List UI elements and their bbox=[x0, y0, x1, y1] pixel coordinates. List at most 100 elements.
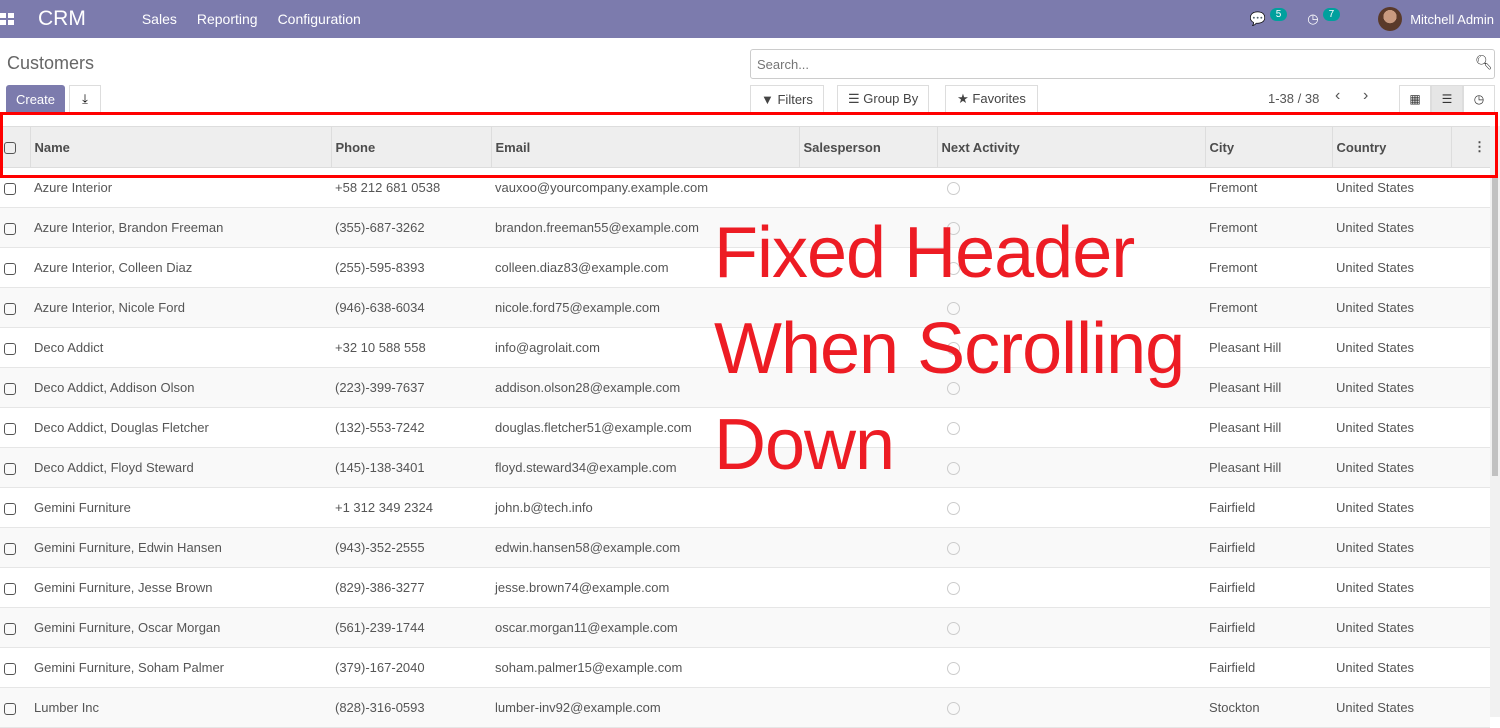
cell-city: Fremont bbox=[1205, 247, 1332, 288]
cell-email: addison.olson28@example.com bbox=[491, 367, 799, 408]
row-checkbox[interactable] bbox=[4, 502, 16, 515]
menu-sales[interactable]: Sales bbox=[141, 11, 177, 27]
clock-icon[interactable] bbox=[947, 662, 960, 676]
list-view-button[interactable]: ☰ bbox=[1431, 85, 1463, 113]
download-button[interactable]: ⤓ bbox=[69, 85, 101, 113]
clock-icon[interactable] bbox=[947, 502, 960, 516]
user-name[interactable]: Mitchell Admin bbox=[1410, 11, 1494, 27]
row-checkbox[interactable] bbox=[4, 222, 16, 235]
cell-empty bbox=[1451, 607, 1490, 648]
row-checkbox[interactable] bbox=[4, 302, 16, 315]
cell-city: Pleasant Hill bbox=[1205, 407, 1332, 448]
clock-icon[interactable] bbox=[947, 422, 960, 436]
row-checkbox[interactable] bbox=[4, 542, 16, 555]
pager-next-icon[interactable]: › bbox=[1363, 87, 1369, 104]
table-row[interactable]: Azure Interior, Nicole Ford (946)-638-603… bbox=[0, 287, 1490, 328]
top-navbar: CRM Sales Reporting Configuration 💬 5 ◷ … bbox=[0, 0, 1500, 38]
cell-email: jesse.brown74@example.com bbox=[491, 567, 799, 608]
cell-country: United States bbox=[1332, 607, 1451, 648]
table-row[interactable]: Deco Addict +32 10 588 558 info@agrolait.c… bbox=[0, 327, 1490, 368]
search-input[interactable] bbox=[750, 49, 1495, 79]
table-row[interactable]: Gemini Furniture, Soham Palmer (379)-167-… bbox=[0, 647, 1490, 688]
column-header-city[interactable]: City bbox=[1204, 126, 1332, 168]
clock-icon[interactable] bbox=[947, 382, 960, 396]
table-row[interactable]: Gemini Furniture, Jesse Brown (829)-386-3… bbox=[0, 567, 1490, 608]
cell-salesperson bbox=[799, 447, 937, 488]
filters-button[interactable]: ▼ Filters bbox=[750, 85, 824, 113]
cell-name: Deco Addict bbox=[30, 327, 331, 368]
clock-icon[interactable] bbox=[947, 622, 960, 636]
cell-name: Deco Addict, Addison Olson bbox=[30, 367, 331, 408]
row-checkbox[interactable] bbox=[4, 462, 16, 475]
kanban-view-button[interactable]: ▦ bbox=[1399, 85, 1431, 113]
table-row[interactable]: Azure Interior, Brandon Freeman (355)-687… bbox=[0, 207, 1490, 248]
group-by-button[interactable]: ☰ Group By bbox=[837, 85, 930, 113]
clock-icon[interactable] bbox=[947, 262, 960, 276]
cell-salesperson bbox=[799, 527, 937, 568]
row-checkbox[interactable] bbox=[4, 382, 16, 395]
cell-city: Pleasant Hill bbox=[1205, 447, 1332, 488]
cell-email: john.b@tech.info bbox=[491, 487, 799, 528]
scrollbar-thumb[interactable] bbox=[1492, 176, 1498, 476]
cell-email: oscar.morgan11@example.com bbox=[491, 607, 799, 648]
clock-icon[interactable] bbox=[947, 222, 960, 236]
select-all-checkbox[interactable] bbox=[4, 142, 16, 155]
column-header-next-activity[interactable]: Next Activity bbox=[936, 126, 1205, 168]
avatar[interactable] bbox=[1378, 7, 1403, 31]
column-header-salesperson[interactable]: Salesperson bbox=[798, 126, 937, 168]
cell-country: United States bbox=[1332, 247, 1451, 288]
cell-country: United States bbox=[1332, 367, 1451, 408]
column-header-country[interactable]: Country bbox=[1331, 126, 1451, 168]
cell-phone: (223)-399-7637 bbox=[331, 367, 491, 408]
search-icon[interactable]: 🔍︎ bbox=[1475, 54, 1493, 70]
menu-configuration[interactable]: Configuration bbox=[277, 11, 361, 27]
messages-icon[interactable]: 💬 bbox=[1249, 11, 1266, 26]
table-row[interactable]: Gemini Furniture, Oscar Morgan (561)-239-… bbox=[0, 607, 1490, 648]
clock-icon[interactable] bbox=[947, 582, 960, 596]
row-checkbox[interactable] bbox=[4, 702, 16, 715]
apps-menu-icon[interactable] bbox=[0, 13, 14, 25]
row-checkbox[interactable] bbox=[4, 422, 16, 435]
column-header-name[interactable]: Name bbox=[29, 126, 331, 168]
column-header-phone[interactable]: Phone bbox=[330, 126, 491, 168]
clock-icon[interactable] bbox=[947, 302, 960, 316]
pager-previous-icon[interactable]: ‹ bbox=[1335, 87, 1341, 104]
row-checkbox[interactable] bbox=[4, 182, 16, 195]
table-header-row: Name Phone Email Salesperson Next Activi… bbox=[0, 126, 1490, 168]
clock-icon[interactable] bbox=[947, 182, 960, 196]
row-checkbox[interactable] bbox=[4, 582, 16, 595]
table-row[interactable]: Gemini Furniture, Edwin Hansen (943)-352-… bbox=[0, 527, 1490, 568]
row-checkbox[interactable] bbox=[4, 342, 16, 355]
optional-columns-icon[interactable]: ⋮ bbox=[1473, 139, 1486, 154]
column-header-email[interactable]: Email bbox=[490, 126, 799, 168]
table-row[interactable]: Deco Addict, Douglas Fletcher (132)-553-7… bbox=[0, 407, 1490, 448]
scrollbar[interactable] bbox=[1490, 126, 1500, 717]
menu-reporting[interactable]: Reporting bbox=[196, 11, 258, 27]
table-row[interactable]: Azure Interior, Colleen Diaz (255)-595-83… bbox=[0, 247, 1490, 288]
table-row[interactable]: Azure Interior +58 212 681 0538 vauxoo@you… bbox=[0, 167, 1490, 208]
row-checkbox[interactable] bbox=[4, 662, 16, 675]
cell-email: douglas.fletcher51@example.com bbox=[491, 407, 799, 448]
table-row[interactable]: Deco Addict, Addison Olson (223)-399-7637… bbox=[0, 367, 1490, 408]
activities-icon[interactable]: ◷ bbox=[1307, 11, 1319, 26]
clock-icon[interactable] bbox=[947, 542, 960, 556]
clock-icon[interactable] bbox=[947, 702, 960, 716]
clock-icon[interactable] bbox=[947, 462, 960, 476]
cell-empty bbox=[1451, 447, 1490, 488]
cell-salesperson bbox=[799, 327, 937, 368]
cell-country: United States bbox=[1332, 647, 1451, 688]
favorites-button[interactable]: ★ Favorites bbox=[945, 85, 1038, 113]
cell-city: Fremont bbox=[1205, 287, 1332, 328]
clock-icon[interactable] bbox=[947, 342, 960, 356]
pager-value[interactable]: 1-38 / 38 bbox=[1268, 91, 1320, 106]
row-checkbox[interactable] bbox=[4, 262, 16, 275]
cell-city: Stockton bbox=[1205, 687, 1332, 728]
create-button[interactable]: Create bbox=[6, 85, 65, 113]
activity-view-button[interactable]: ◷ bbox=[1463, 85, 1495, 113]
row-checkbox[interactable] bbox=[4, 622, 16, 635]
table-row[interactable]: Deco Addict, Floyd Steward (145)-138-3401… bbox=[0, 447, 1490, 488]
app-brand[interactable]: CRM bbox=[38, 7, 86, 30]
table-row[interactable]: Gemini Furniture +1 312 349 2324 john.b@te… bbox=[0, 487, 1490, 528]
cell-name: Azure Interior, Nicole Ford bbox=[30, 287, 331, 328]
table-row[interactable]: Lumber Inc (828)-316-0593 lumber-inv92@exa… bbox=[0, 687, 1490, 728]
